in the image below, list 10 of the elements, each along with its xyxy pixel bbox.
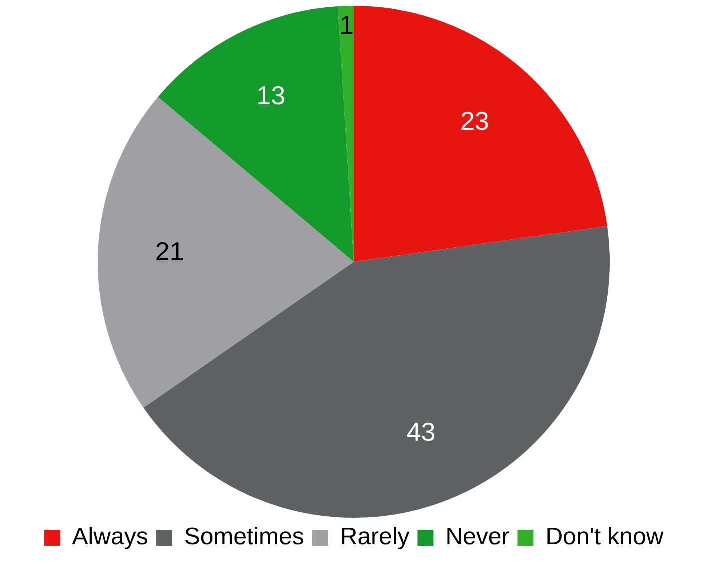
data-label: 23 [460, 106, 490, 136]
data-label: 21 [155, 236, 184, 267]
legend-label: Rarely [340, 524, 410, 551]
data-label: 13 [256, 80, 286, 111]
data-label: 43 [406, 416, 436, 447]
data-label: 1 [339, 10, 354, 40]
legend-label: Never [446, 524, 510, 551]
legend-label: Don't know [546, 524, 664, 551]
legend-label: Always [72, 524, 148, 551]
legend-label: Sometimes [184, 524, 304, 551]
